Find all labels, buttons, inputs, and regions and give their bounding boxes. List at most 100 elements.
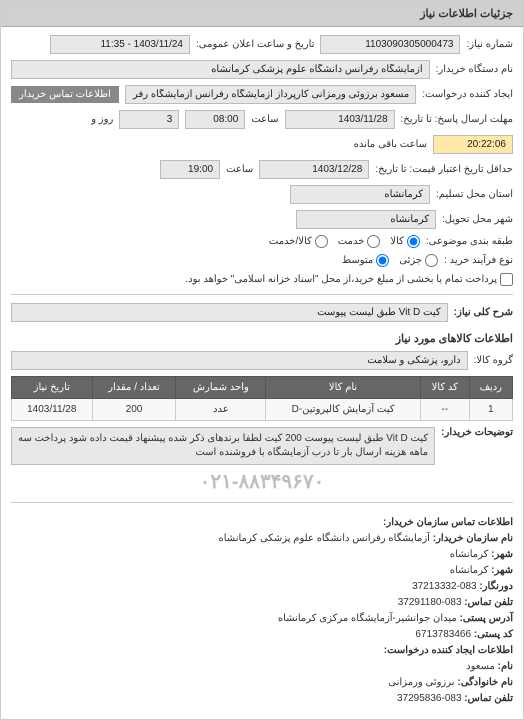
time-label-2: ساعت	[226, 164, 253, 175]
subject-goods-radio[interactable]	[407, 235, 420, 248]
price-time-input[interactable]	[160, 160, 220, 179]
td-0: 1	[469, 399, 512, 421]
goods-section-title: اطلاعات کالاهای مورد نیاز	[11, 332, 513, 345]
contact-create-info-label: اطلاعات ایجاد کننده درخواست:	[384, 645, 513, 656]
subject-service-label: خدمت	[338, 236, 365, 247]
reply-time-input[interactable]	[185, 110, 245, 129]
contact-prov-label: شهر:	[491, 549, 513, 560]
th-2: نام کالا	[266, 377, 421, 399]
contact-org: آزمایشگاه رفرانس دانشگاه علوم پزشکی کرما…	[219, 533, 430, 544]
td-1: --	[420, 399, 469, 421]
subject-both-option[interactable]: کالا/خدمت	[269, 235, 328, 248]
watermark-text: ۰۲۱-۸۸۳۴۹۶۷۰	[11, 469, 513, 494]
contact-block: اطلاعات تماس سازمان خریدار: نام سازمان خ…	[11, 511, 513, 711]
need-title-label: شرح کلی نیاز:	[454, 307, 513, 318]
price-deadline-label: حداقل تاریخ اعتبار قیمت: تا تاریخ:	[375, 164, 513, 175]
province-label: استان محل تسلیم:	[436, 189, 513, 200]
process-radio-group: جزئی متوسط	[342, 254, 438, 267]
contact-org-label: نام سازمان خریدار:	[433, 533, 513, 544]
contact-fax: 083-37213332	[412, 581, 477, 592]
contact-address-label: آدرس پستی:	[460, 613, 513, 624]
goods-table-head: ردیف کد کالا نام کالا واحد شمارش تعداد /…	[12, 377, 513, 399]
remain-time-input[interactable]	[433, 135, 513, 154]
td-3: عدد	[176, 399, 266, 421]
need-title-input[interactable]	[11, 303, 448, 322]
row-req-no: شماره نیاز: تاریخ و ساعت اعلان عمومی:	[11, 35, 513, 54]
price-date-input[interactable]	[259, 160, 369, 179]
proc-partial-radio[interactable]	[425, 254, 438, 267]
remain-days-input[interactable]	[119, 110, 179, 129]
th-3: واحد شمارش	[176, 377, 266, 399]
contact-family-label: نام خانوادگی:	[457, 677, 513, 688]
contact-fax-label: دورنگار:	[479, 581, 513, 592]
panel-body: شماره نیاز: تاریخ و ساعت اعلان عمومی: نا…	[1, 27, 523, 719]
requester-label: ایجاد کننده درخواست:	[422, 89, 513, 100]
contact-postcode: 6713783466	[415, 629, 471, 640]
row-province: استان محل تسلیم:	[11, 185, 513, 204]
proc-note-option[interactable]: پرداخت تمام یا بخشی از مبلغ خرید،از محل …	[185, 273, 513, 286]
row-requester: ایجاد کننده درخواست: اطلاعات تماس خریدار	[11, 85, 513, 104]
subject-both-radio[interactable]	[315, 235, 328, 248]
subject-radio-group: کالا خدمت کالا/خدمت	[269, 235, 420, 248]
proc-medium-label: متوسط	[342, 255, 373, 266]
city-label: شهر محل تحویل:	[442, 214, 513, 225]
row-buyer: نام دستگاه خریدار:	[11, 60, 513, 79]
row-price-deadline: حداقل تاریخ اعتبار قیمت: تا تاریخ: ساعت	[11, 160, 513, 179]
th-4: تعداد / مقدار	[92, 377, 176, 399]
contact-tel-label: تلفن تماس:	[464, 597, 513, 608]
contact-tel2-label: تلفن تماس:	[464, 693, 513, 704]
contact-info-button[interactable]: اطلاعات تماس خریدار	[11, 86, 119, 103]
contact-tel2: 083-37295836	[397, 693, 462, 704]
days-label: روز و	[91, 114, 113, 125]
th-5: تاریخ نیاز	[12, 377, 93, 399]
contact-postcode-label: کد پستی:	[474, 629, 513, 640]
contact-address: میدان جوانشیر-آزمایشگاه مرکزی کرمانشاه	[278, 613, 457, 624]
details-panel: جزئیات اطلاعات نیاز شماره نیاز: تاریخ و …	[0, 0, 524, 720]
proc-partial-option[interactable]: جزئی	[399, 254, 438, 267]
goods-group-input[interactable]	[11, 351, 468, 370]
explain-label: توضیحات خریدار:	[441, 427, 513, 465]
time-label-1: ساعت	[251, 114, 278, 125]
row-reply-deadline: مهلت ارسال پاسخ: تا تاریخ: ساعت روز و سا…	[11, 110, 513, 154]
subject-service-radio[interactable]	[367, 235, 380, 248]
row-process-type: نوع فرآیند خرید : جزئی متوسط پرداخت تمام…	[11, 254, 513, 286]
row-city: شهر محل تحویل:	[11, 210, 513, 229]
row-need-title: شرح کلی نیاز:	[11, 303, 513, 322]
th-0: ردیف	[469, 377, 512, 399]
td-2: کیت آزمایش کالپروتین-D	[266, 399, 421, 421]
subject-goods-label: کالا	[390, 236, 404, 247]
buyer-input[interactable]	[11, 60, 430, 79]
td-5: 1403/11/28	[12, 399, 93, 421]
req-no-label: شماره نیاز:	[466, 39, 513, 50]
contact-tel: 083-37291180	[398, 597, 462, 608]
subject-goods-option[interactable]: کالا	[390, 235, 420, 248]
separator-1	[11, 294, 513, 295]
contact-name-label: نام:	[498, 661, 513, 672]
proc-medium-option[interactable]: متوسط	[342, 254, 389, 267]
city-input[interactable]	[296, 210, 436, 229]
province-input[interactable]	[290, 185, 430, 204]
contact-prov: کرمانشاه	[450, 549, 489, 560]
td-4: 200	[92, 399, 176, 421]
separator-2	[11, 502, 513, 503]
requester-input[interactable]	[125, 85, 416, 104]
proc-partial-label: جزئی	[399, 255, 422, 266]
req-no-input[interactable]	[320, 35, 460, 54]
goods-group-label: گروه کالا:	[474, 355, 513, 366]
reply-deadline-label: مهلت ارسال پاسخ: تا تاریخ:	[401, 114, 513, 125]
announce-label: تاریخ و ساعت اعلان عمومی:	[196, 39, 315, 50]
row-goods-group: گروه کالا:	[11, 351, 513, 370]
contact-name: مسعود	[466, 661, 495, 672]
subject-both-label: کالا/خدمت	[269, 236, 312, 247]
contact-city2: کرمانشاه	[450, 565, 489, 576]
th-1: کد کالا	[420, 377, 469, 399]
subject-service-option[interactable]: خدمت	[338, 235, 381, 248]
proc-note-checkbox[interactable]	[500, 273, 513, 286]
reply-date-input[interactable]	[285, 110, 395, 129]
process-type-label: نوع فرآیند خرید :	[444, 255, 513, 266]
subject-group-label: طبقه بندی موضوعی:	[426, 236, 513, 247]
proc-medium-radio[interactable]	[376, 254, 389, 267]
goods-table-body: 1 -- کیت آزمایش کالپروتین-D عدد 200 1403…	[12, 399, 513, 421]
explain-text: کیت Vit D طبق لیست پیوست 200 کیت لطفا بر…	[11, 427, 435, 465]
announce-input[interactable]	[50, 35, 190, 54]
